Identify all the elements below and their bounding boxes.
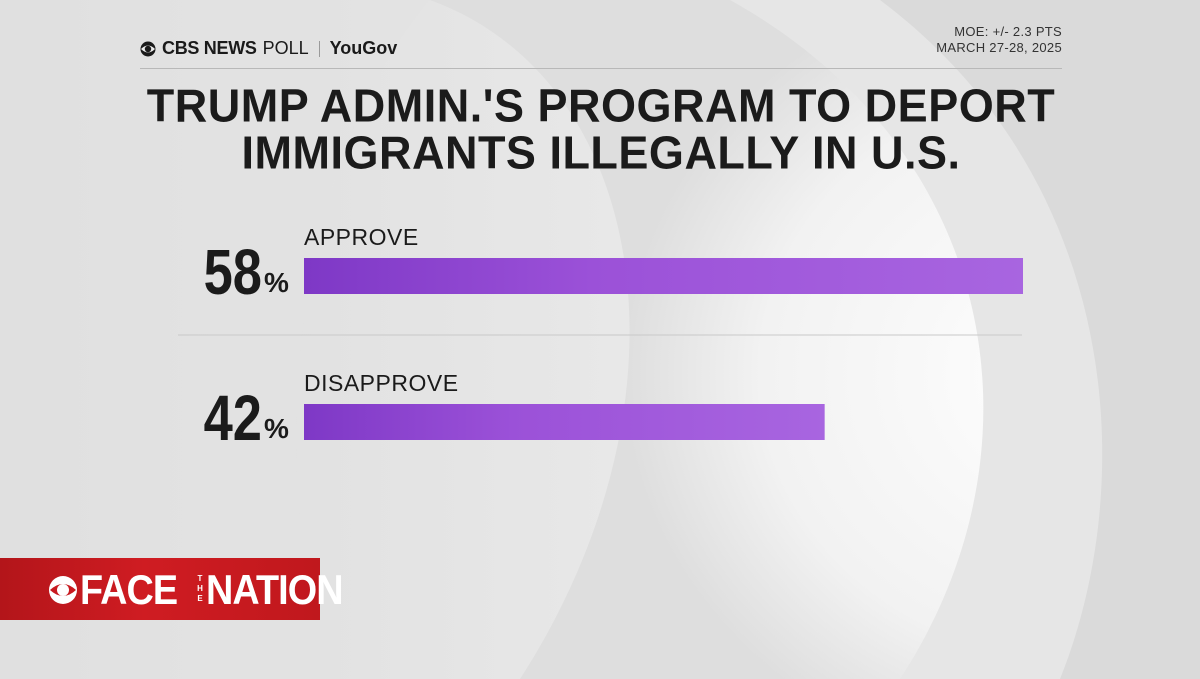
bar — [304, 404, 825, 440]
cbs-eye-icon — [140, 41, 156, 56]
margin-of-error: MOE: +/- 2.3 PTS — [954, 24, 1062, 39]
poll-source: CBS NEWS POLL YouGov — [140, 38, 397, 59]
poll-partner: YouGov — [329, 38, 398, 58]
bar-value-label: 58 — [204, 237, 262, 308]
chart-title-line-1: TRUMP ADMIN.'S PROGRAM TO DEPORT — [146, 79, 1056, 133]
bar-category-label: DISAPPROVE — [304, 370, 459, 396]
poll-header: CBS NEWS POLL YouGov MOE: +/- 2.3 PTS MA… — [140, 24, 1062, 70]
poll-dates: MARCH 27-28, 2025 — [936, 40, 1062, 55]
poll-label: POLL — [262, 38, 309, 58]
show-logo-face: FACE — [80, 566, 178, 613]
source-divider — [318, 40, 320, 57]
bar-unit-label: % — [264, 267, 289, 298]
cbs-eye-logo-icon — [49, 576, 77, 604]
chart-title-line-2: IMMIGRANTS ILLEGALLY IN U.S. — [241, 125, 961, 179]
bar-unit-label: % — [264, 413, 289, 444]
poll-brand: CBS NEWS — [162, 38, 257, 58]
poll-meta: MOE: +/- 2.3 PTS MARCH 27-28, 2025 — [936, 24, 1062, 56]
chart-title: TRUMP ADMIN.'S PROGRAM TO DEPORT IMMIGRA… — [140, 82, 1062, 176]
show-logo-nation: NATION — [206, 566, 344, 613]
bar — [304, 258, 1023, 294]
bar-category-label: APPROVE — [304, 224, 419, 250]
header-divider — [140, 68, 1062, 69]
bar-value-label: 42 — [204, 383, 262, 454]
